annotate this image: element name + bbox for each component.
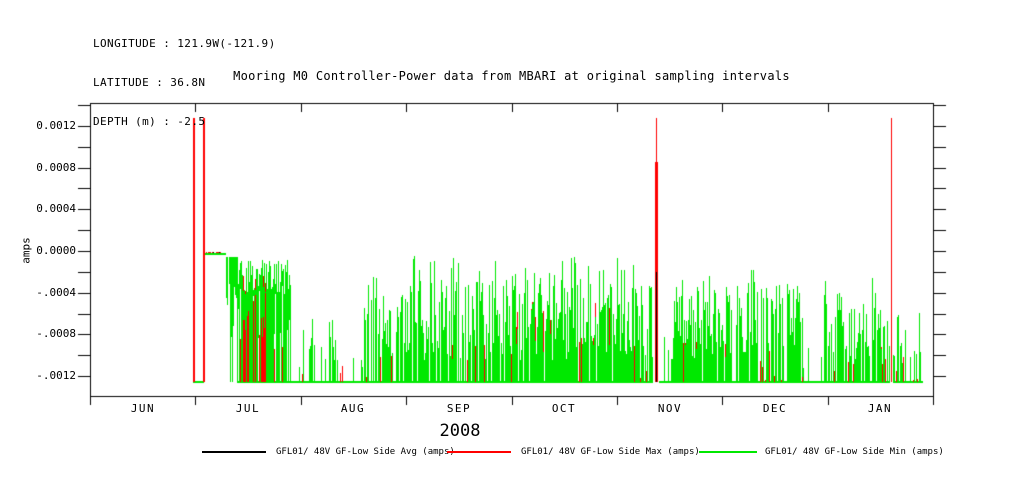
x-tick-label: AUG: [340, 402, 366, 415]
latitude-text: LATITUDE : 36.8N: [93, 76, 206, 89]
x-tick-label: SEP: [446, 402, 472, 415]
legend-line-min: [699, 451, 757, 453]
x-tick-label: JUN: [130, 402, 156, 415]
y-tick-label: 0.0012: [36, 119, 76, 132]
x-axis-year-label: 2008: [439, 421, 481, 441]
legend-label-avg: GFL01/ 48V GF-Low Side Avg (amps): [276, 447, 455, 457]
y-tick-label: 0.0008: [36, 161, 76, 174]
legend-line-avg: [202, 451, 266, 453]
y-tick-label: 0.0004: [36, 202, 76, 215]
x-tick-label: JUL: [235, 402, 261, 415]
chart-title: Mooring M0 Controller-Power data from MB…: [233, 69, 790, 83]
longitude-text: LONGITUDE : 121.9W(-121.9): [93, 37, 276, 50]
x-tick-label: JAN: [867, 402, 893, 415]
x-tick-label: OCT: [551, 402, 577, 415]
legend-label-max: GFL01/ 48V GF-Low Side Max (amps): [521, 447, 700, 457]
y-tick-label: 0.0000: [36, 244, 76, 257]
y-tick-label: -.0012: [36, 369, 76, 382]
legend-line-max: [447, 451, 511, 453]
x-tick-label: NOV: [657, 402, 683, 415]
y-tick-label: -.0004: [36, 286, 76, 299]
x-tick-label: DEC: [762, 402, 788, 415]
depth-text: DEPTH (m) : -2.5: [93, 115, 206, 128]
y-tick-label: -.0008: [36, 327, 76, 340]
station-metadata: LONGITUDE : 121.9W(-121.9) LATITUDE : 36…: [93, 11, 276, 154]
legend-label-min: GFL01/ 48V GF-Low Side Min (amps): [765, 447, 944, 457]
